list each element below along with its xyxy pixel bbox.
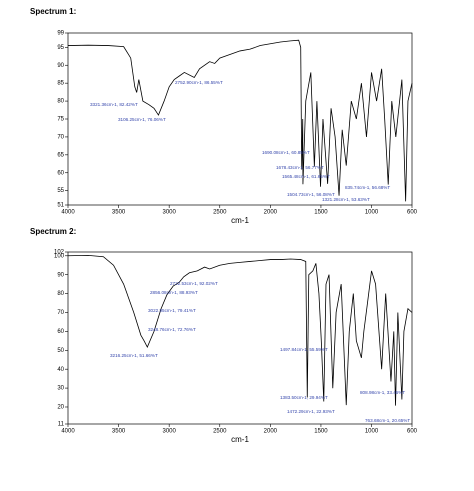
plot-frame bbox=[67, 251, 413, 425]
peak-annotation: 1504.73cm-1, 56.08%T bbox=[287, 192, 335, 197]
spectrum-line bbox=[67, 39, 413, 202]
y-tick-label: 60 bbox=[57, 170, 64, 176]
y-tick-label: 70 bbox=[57, 310, 64, 316]
y-tick-label: 80 bbox=[57, 291, 64, 297]
x-tick-label: 1000 bbox=[365, 210, 379, 216]
peak-annotation: 1383.50cm-1, 29.94%T bbox=[280, 395, 328, 400]
peak-annotation: 1690.08cm-1, 60.85%T bbox=[262, 150, 310, 155]
peak-annotation: 1497.84cm-1, 55.59%T bbox=[280, 347, 328, 352]
x-tick-label: 2000 bbox=[264, 429, 278, 435]
y-tick-label: 51 bbox=[57, 203, 64, 209]
y-tick-label: 60 bbox=[57, 329, 64, 335]
y-tick-label: 85 bbox=[57, 81, 64, 87]
x-axis-label: cm-1 bbox=[231, 216, 249, 225]
y-tick-label: 95 bbox=[57, 45, 64, 51]
x-axis-label: cm-1 bbox=[231, 435, 249, 444]
y-tick-label: 80 bbox=[57, 99, 64, 105]
x-tick-label: 600 bbox=[407, 210, 418, 216]
peak-annotation: 3216.25cm-1, 51.66%T bbox=[110, 353, 158, 358]
y-tick-label: 102 bbox=[54, 250, 65, 256]
x-tick-label: 1000 bbox=[365, 429, 379, 435]
x-tick-label: 4000 bbox=[61, 210, 75, 216]
x-tick-label: 3000 bbox=[162, 210, 176, 216]
x-tick-label: 3000 bbox=[162, 429, 176, 435]
y-tick-label: 55 bbox=[57, 188, 64, 194]
chart-title: Spectrum 1: bbox=[30, 7, 76, 16]
peak-annotation: 1678.43cm-1, 56.77%T bbox=[276, 165, 324, 170]
x-tick-label: 600 bbox=[407, 429, 418, 435]
y-tick-label: 65 bbox=[57, 152, 64, 158]
x-tick-label: 2000 bbox=[264, 210, 278, 216]
peak-annotation: 2856.08cm-1, 88.93%T bbox=[150, 290, 198, 295]
y-tick-label: 90 bbox=[57, 63, 64, 69]
x-tick-label: 1500 bbox=[314, 210, 328, 216]
x-tick-label: 2500 bbox=[213, 210, 227, 216]
chart-title: Spectrum 2: bbox=[30, 227, 76, 236]
y-tick-label: 50 bbox=[57, 348, 64, 354]
peak-annotation: 1321.28cm-1, 53.63%T bbox=[322, 197, 370, 202]
peak-annotation: 2722.53cm-1, 92.02%T bbox=[170, 281, 218, 286]
peak-annotation: 3022.95cm-1, 79.41%T bbox=[148, 308, 196, 313]
peak-annotation: 3321.36cm-1, 82.42%T bbox=[90, 102, 138, 107]
peak-annotation: 3248.76cm-1, 72.76%T bbox=[148, 327, 196, 332]
y-tick-label: 100 bbox=[54, 253, 65, 259]
x-tick-label: 2500 bbox=[213, 429, 227, 435]
y-tick-label: 40 bbox=[57, 367, 64, 373]
y-tick-label: 20 bbox=[57, 405, 64, 411]
peak-annotation: 835.74cm-1, 56.68%T bbox=[345, 185, 390, 190]
peak-annotation: 763.68cm-1, 20.65%T bbox=[365, 418, 410, 423]
x-tick-label: 1500 bbox=[314, 429, 328, 435]
peak-annotation: 2752.90cm-1, 86.55%T bbox=[175, 80, 223, 85]
x-tick-label: 4000 bbox=[61, 429, 75, 435]
y-tick-label: 90 bbox=[57, 272, 64, 278]
y-tick-label: 75 bbox=[57, 117, 64, 123]
peak-annotation: 1565.48cm-1, 61.65%T bbox=[282, 174, 330, 179]
peak-annotation: 3106.25cm-1, 76.06%T bbox=[118, 117, 166, 122]
x-tick-label: 3500 bbox=[112, 210, 126, 216]
peak-annotation: 808.98cm-1, 33.45%T bbox=[360, 390, 405, 395]
y-tick-label: 70 bbox=[57, 134, 64, 140]
y-tick-label: 99 bbox=[57, 31, 64, 37]
peak-annotation: 1472.29cm-1, 22.93%T bbox=[287, 409, 335, 414]
y-tick-label: 30 bbox=[57, 386, 64, 392]
y-tick-label: 11 bbox=[58, 422, 65, 428]
spectrum-line bbox=[67, 254, 413, 406]
x-tick-label: 3500 bbox=[112, 429, 126, 435]
